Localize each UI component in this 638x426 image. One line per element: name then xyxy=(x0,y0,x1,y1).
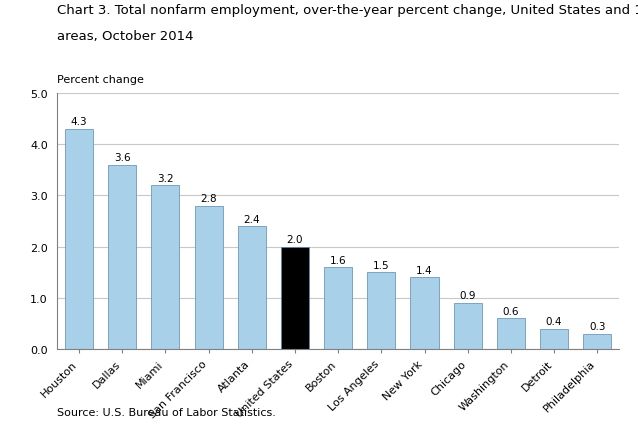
Text: 1.4: 1.4 xyxy=(416,265,433,275)
Text: Source: U.S. Bureau of Labor Statistics.: Source: U.S. Bureau of Labor Statistics. xyxy=(57,408,276,417)
Bar xyxy=(367,273,396,349)
Text: 3.2: 3.2 xyxy=(157,173,174,183)
Bar xyxy=(324,268,352,349)
Text: 0.3: 0.3 xyxy=(589,322,605,331)
Bar xyxy=(583,334,611,349)
Bar xyxy=(281,247,309,349)
Bar xyxy=(497,319,525,349)
Text: 0.6: 0.6 xyxy=(503,306,519,316)
Bar xyxy=(454,303,482,349)
Text: 2.4: 2.4 xyxy=(244,214,260,224)
Text: Chart 3. Total nonfarm employment, over-the-year percent change, United States a: Chart 3. Total nonfarm employment, over-… xyxy=(57,4,638,17)
Bar xyxy=(540,329,568,349)
Bar xyxy=(238,227,266,349)
Text: 3.6: 3.6 xyxy=(114,153,131,163)
Text: 0.4: 0.4 xyxy=(546,317,562,326)
Bar xyxy=(410,278,438,349)
Bar xyxy=(195,206,223,349)
Text: 1.5: 1.5 xyxy=(373,260,390,270)
Text: Percent change: Percent change xyxy=(57,75,144,84)
Text: areas, October 2014: areas, October 2014 xyxy=(57,30,194,43)
Text: 0.9: 0.9 xyxy=(459,291,476,301)
Text: 1.6: 1.6 xyxy=(330,255,346,265)
Text: 4.3: 4.3 xyxy=(71,117,87,127)
Bar xyxy=(151,186,179,349)
Text: 2.8: 2.8 xyxy=(200,194,217,204)
Text: 2.0: 2.0 xyxy=(286,235,303,245)
Bar xyxy=(65,130,93,349)
Bar xyxy=(108,165,137,349)
